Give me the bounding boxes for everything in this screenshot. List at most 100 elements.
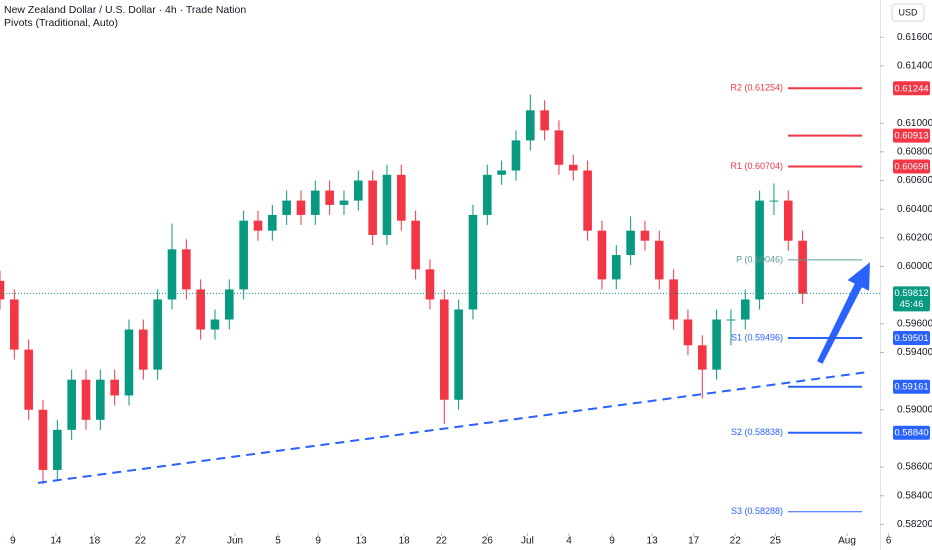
candle-body — [167, 249, 177, 300]
x-tick-label: 18 — [89, 536, 101, 547]
candle-body — [798, 240, 807, 294]
candle-body — [10, 299, 19, 350]
currency: USD — [898, 7, 918, 17]
currency-button[interactable] — [891, 3, 925, 22]
level-price-label: 0.58840 — [894, 428, 928, 439]
candle-body — [268, 214, 277, 231]
candle-body — [583, 170, 592, 231]
candle-body — [669, 279, 678, 320]
current-price-label: 0.59812 — [894, 288, 928, 299]
candle-body — [712, 319, 721, 370]
y-tick-label: 0.60600 — [897, 175, 932, 186]
candle-body — [468, 214, 478, 310]
x-tick-label: 22 — [436, 536, 448, 547]
level-price-box — [893, 425, 930, 440]
candle-body — [325, 190, 334, 205]
price-axis: 0.61600 0.61400 0.61000 0.60800 0.60600 0.604… — [880, 32, 932, 530]
candle-body — [568, 164, 578, 171]
x-tick-label: Aug — [838, 536, 856, 547]
candle-body — [511, 140, 521, 171]
candle-body — [497, 170, 506, 175]
candle-body — [96, 379, 105, 420]
x-tick-label: 9 — [609, 536, 615, 547]
chart-title: New Zealand Dollar / U.S. Dollar · 4h · … — [4, 4, 246, 16]
candle-body — [482, 174, 492, 215]
x-tick-label: 14 — [50, 536, 62, 547]
y-tick-label: 0.61600 — [897, 32, 932, 43]
candle-body — [640, 230, 650, 241]
candle-body — [726, 319, 736, 321]
candle-body — [769, 200, 779, 202]
level-price-label: 0.61244 — [894, 83, 928, 94]
y-tick-label: 0.60200 — [897, 232, 932, 243]
x-tick-label: 4 — [566, 536, 572, 547]
candle-body — [339, 200, 349, 205]
x-tick-label: 9 — [315, 536, 321, 547]
candle-body — [53, 429, 62, 470]
arrow — [817, 262, 870, 364]
candle-body — [554, 130, 564, 165]
candle-body — [368, 180, 377, 235]
level-price-label: 0.60698 — [894, 162, 928, 173]
candle-body — [440, 299, 449, 400]
candle-body — [38, 409, 48, 470]
y-tick-label: 0.58200 — [897, 519, 932, 530]
candle-body — [783, 200, 793, 241]
candle-body — [282, 200, 291, 215]
candle-body — [139, 329, 148, 370]
x-tick-label: 26 — [482, 536, 494, 547]
x-tick-label: 5 — [275, 536, 281, 547]
plot-area: R2 (0.61254) R1 (0.60704) P (0.60046) S1 (0… — [0, 83, 880, 516]
candle-body — [697, 345, 707, 370]
y-tick-label: 0.60800 — [897, 147, 932, 158]
x-tick-label: 22 — [730, 536, 742, 547]
y-tick-label: 0.60400 — [897, 204, 932, 215]
candle-body — [683, 319, 693, 346]
bar-countdown: 45:46 — [900, 299, 924, 310]
candle-body — [411, 220, 420, 270]
x-tick-label: 13 — [356, 536, 368, 547]
level-price-box — [893, 379, 930, 394]
candle-body — [124, 329, 134, 396]
y-tick-label: 0.59000 — [897, 404, 932, 415]
level-text: P (0.60046) — [736, 254, 783, 264]
candle-body — [740, 299, 750, 320]
x-tick-label: 22 — [135, 536, 147, 547]
y-tick-label: 0.59600 — [897, 318, 932, 329]
x-tick-label: Jun — [227, 536, 243, 547]
level-price-box — [893, 128, 930, 143]
candle-body — [525, 110, 535, 141]
level-text: S2 (0.58838) — [731, 427, 783, 437]
candle-body — [654, 240, 664, 280]
candle-body — [182, 249, 191, 290]
candle-body — [311, 190, 320, 215]
y-tick-label: 0.60000 — [897, 261, 932, 272]
candle-body — [210, 319, 220, 330]
candle-body — [626, 230, 635, 256]
candle-body — [0, 280, 5, 300]
y-tick-label: 0.58400 — [897, 490, 932, 501]
trendline — [37, 371, 865, 484]
candle-body — [110, 379, 119, 396]
level-text: R1 (0.60704) — [730, 161, 783, 171]
candle-body — [196, 289, 205, 330]
x-tick-label: 6 — [886, 536, 892, 547]
level-price-box — [893, 330, 930, 345]
x-tick-label: 27 — [175, 536, 187, 547]
level-price-label: 0.59161 — [894, 382, 928, 393]
candle-body — [611, 255, 621, 280]
level-text: S3 (0.58288) — [731, 506, 783, 516]
candle-body — [239, 220, 248, 290]
candle-body — [296, 200, 306, 215]
level-price-box — [893, 159, 930, 174]
level-price-label: 0.60913 — [894, 131, 928, 142]
candle-body — [81, 379, 91, 420]
candle-body — [597, 230, 607, 280]
level-price-label: 0.59501 — [894, 333, 928, 344]
y-tick-label: 0.61000 — [897, 118, 932, 129]
candle-body — [397, 174, 406, 221]
x-tick-label: 18 — [399, 536, 411, 547]
level-price-box — [893, 81, 930, 96]
candle-body — [425, 269, 435, 300]
